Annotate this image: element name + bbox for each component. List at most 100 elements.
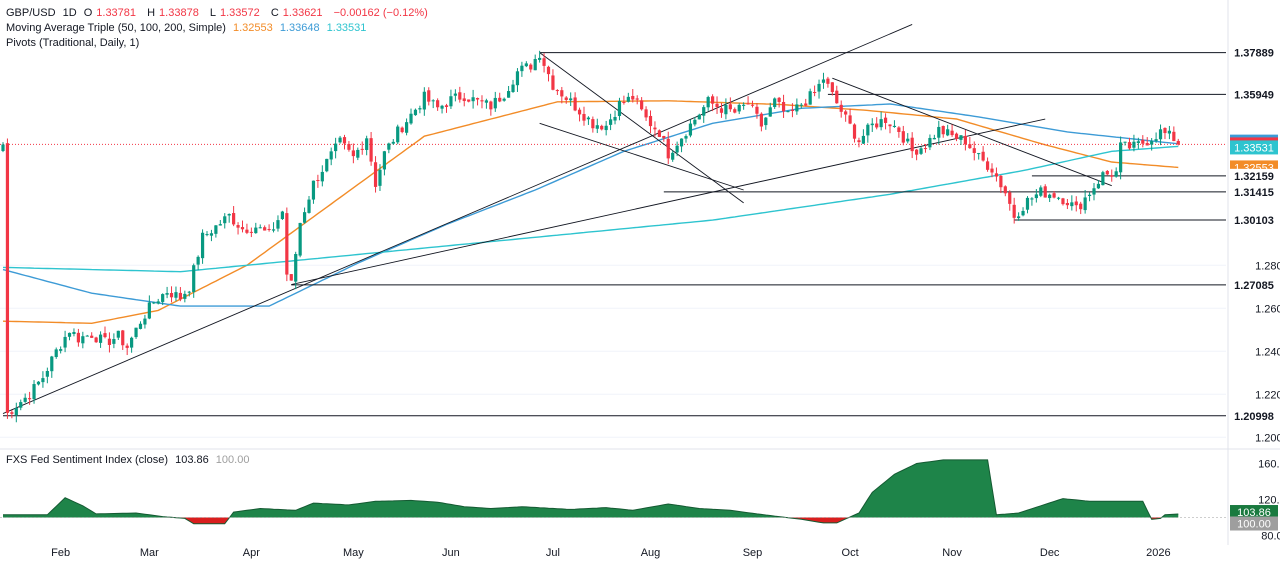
candle-body [923, 148, 928, 150]
candle [152, 301, 156, 305]
candle-body [14, 408, 18, 416]
candle-body [1172, 131, 1176, 142]
candle [209, 229, 214, 242]
candle [515, 68, 520, 92]
candle-body [1083, 197, 1087, 211]
candle-body [901, 131, 905, 143]
indicator-value-label: 103.86 [1230, 505, 1278, 520]
candle [750, 100, 755, 108]
candle-body [493, 97, 497, 109]
candle-body [94, 337, 98, 343]
candle-body [302, 212, 307, 223]
candle [972, 141, 976, 161]
candle [311, 180, 316, 204]
candle-body [236, 225, 240, 228]
pivots-title[interactable]: Pivots (Traditional, Daily, 1) [6, 37, 140, 49]
price-label-text: 1.31415 [1234, 187, 1274, 199]
candle-body [990, 168, 994, 173]
ma-title[interactable]: Moving Average Triple (50, 100, 200, Sim… [6, 22, 226, 34]
candle-body [861, 135, 865, 144]
candle-body [404, 122, 409, 133]
candle [98, 331, 103, 348]
candle-body [1043, 186, 1047, 198]
candle-body [365, 138, 369, 150]
candle [577, 107, 582, 122]
candle-body [848, 115, 852, 124]
candle-body [777, 97, 781, 102]
candle-body [666, 138, 670, 159]
candle-body [263, 227, 267, 231]
candle [821, 72, 826, 89]
candle [954, 132, 959, 142]
candle-body [351, 150, 355, 157]
candle-body [311, 180, 316, 200]
candle [28, 391, 32, 405]
candle-body [90, 335, 94, 338]
candle-body [258, 227, 262, 229]
candle-body [551, 75, 555, 90]
candle-body [883, 117, 888, 123]
candle-body [915, 149, 919, 155]
candle [134, 327, 138, 339]
candle-body [467, 99, 471, 102]
candle [994, 167, 999, 182]
candle-body [742, 104, 746, 106]
candle [436, 98, 440, 111]
candle [498, 92, 502, 103]
candle [950, 124, 954, 137]
candle [183, 290, 187, 303]
candle-body [963, 135, 967, 145]
candle-body [209, 233, 214, 236]
symbol-label[interactable]: GBP/USD [6, 7, 56, 19]
candle-body [555, 90, 559, 92]
candle [804, 98, 808, 107]
candle-body [103, 333, 107, 338]
candle [959, 135, 963, 145]
candle-body [1101, 172, 1105, 186]
candle-body [1003, 186, 1007, 194]
candle-body [413, 109, 418, 116]
candle [413, 108, 418, 116]
candle [240, 220, 245, 233]
candle [684, 134, 688, 143]
candle-body [586, 117, 591, 120]
x-tick-label: Jul [546, 547, 560, 559]
candle [19, 399, 23, 411]
candle [524, 61, 528, 68]
candle-body [462, 98, 466, 102]
candle [808, 88, 812, 105]
candle-body [10, 412, 14, 414]
candle [409, 108, 413, 125]
candle-body [200, 232, 205, 259]
candle [45, 367, 49, 384]
indicator-title[interactable]: FXS Fed Sentiment Index (close) [6, 454, 169, 466]
candle [178, 287, 182, 302]
candle [471, 89, 475, 109]
candle [511, 79, 515, 93]
candle [130, 336, 134, 353]
candle [990, 163, 994, 178]
change-value: −0.00162 (−0.12%) [333, 7, 428, 19]
candle-body [1021, 210, 1025, 216]
candle [666, 131, 670, 165]
interval-label[interactable]: 1D [62, 7, 77, 19]
candle-body [688, 123, 693, 136]
candle [835, 85, 839, 104]
candle-body [640, 100, 644, 110]
candle [431, 99, 435, 109]
candle-body [307, 199, 311, 213]
candle-body [790, 109, 795, 112]
candle [218, 219, 222, 226]
candle-body [147, 302, 151, 319]
candle [458, 86, 462, 103]
candle-body [702, 107, 706, 116]
candle [165, 286, 169, 299]
candle [742, 102, 746, 110]
candle-body [591, 119, 595, 129]
candle [475, 97, 480, 106]
candle [764, 116, 768, 130]
candle [276, 215, 280, 232]
candle-body [227, 213, 231, 216]
candle [32, 380, 36, 404]
